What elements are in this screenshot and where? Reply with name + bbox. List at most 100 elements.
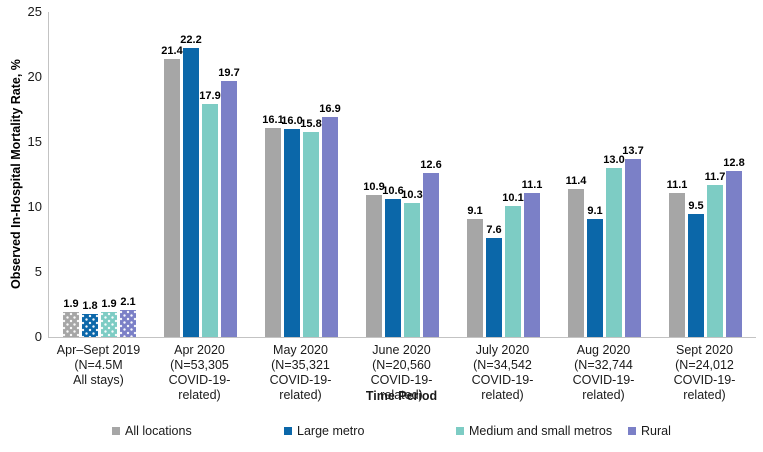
bar-wrap: 16.1 [262,12,284,337]
bar [688,213,704,337]
bar [221,80,237,337]
bar-value-label: 13.7 [622,144,644,157]
bar [120,309,136,337]
bar-value-label: 22.2 [180,34,202,47]
bar [284,129,300,337]
bar-value-label: 16.9 [319,103,341,116]
bar-group: 16.1 16.0 15.8 16.9 [251,12,352,337]
x-category-label: June 2020 (N=20,560 COVID-19-related) [370,343,433,402]
bar [524,192,540,337]
bar-wrap: 16.0 [281,12,303,337]
bar-wrap: 21.4 [161,12,183,337]
bar [366,195,382,337]
bar-value-label: 17.9 [199,90,221,103]
x-category-label: Apr–Sept 2019 (N=4.5M All stays) [56,343,141,387]
bar-wrap: 9.1 [467,12,483,337]
bar [322,117,338,337]
bar-value-label: 9.1 [467,204,483,217]
bar-wrap: 19.7 [218,12,240,337]
y-tick-label: 10 [27,199,42,214]
legend-item: All locations [112,424,284,438]
legend-swatch-icon [456,427,464,435]
bar-wrap: 10.9 [363,12,385,337]
x-category-label: July 2020 (N=34,542 COVID-19-related) [471,343,534,402]
legend-label: Medium and small metros [469,424,613,438]
y-tick-label: 20 [27,69,42,84]
bar [669,192,685,337]
legend-label: Rural [641,424,671,438]
y-tick-label: 0 [34,329,42,344]
bar [164,58,180,337]
bar [707,184,723,337]
bar-value-label: 10.3 [401,189,423,202]
bar-wrap: 1.9 [101,12,117,337]
x-category-label: May 2020 (N=35,321 COVID-19-related) [269,343,332,402]
bar-value-label: 10.9 [363,181,385,194]
bar-wrap: 22.2 [180,12,202,337]
bar-value-label: 1.9 [63,298,79,311]
bar-wrap: 10.3 [401,12,423,337]
bar-value-label: 16.1 [262,113,284,126]
bar [183,48,199,337]
bar-wrap: 9.5 [688,12,704,337]
x-axis-category-labels: Apr–Sept 2019 (N=4.5M All stays) Apr 2020 (N… [48,343,755,403]
bar [265,127,281,337]
bar-wrap: 15.8 [300,12,322,337]
bar-wrap: 10.6 [382,12,404,337]
bar-value-label: 11.7 [704,170,726,183]
bar-wrap: 11.1 [667,12,687,337]
bar-wrap: 17.9 [199,12,221,337]
bar-group: 1.9 1.8 1.9 2.1 [49,12,150,337]
x-category-label: Sept 2020 (N=24,012 COVID-19-related) [673,343,736,402]
bar-value-label: 21.4 [161,44,183,57]
legend-item: Large metro [284,424,456,438]
bar [568,188,584,337]
bar-wrap: 9.1 [587,12,603,337]
bar [82,313,98,337]
bar [467,218,483,337]
bar-group: 9.1 7.6 10.1 11.1 [453,12,554,337]
bar-wrap: 16.9 [319,12,341,337]
y-tick-label: 25 [27,4,42,19]
chart-legend: All locations Large metro Medium and small… [112,424,671,438]
y-tick-label: 15 [27,134,42,149]
bar-wrap: 7.6 [486,12,502,337]
bar-value-label: 10.6 [382,185,404,198]
bar [63,312,79,337]
bar [625,158,641,337]
bar-value-label: 1.8 [82,299,98,312]
plot-area: 1.9 1.8 1.9 2.1 21.4 22.2 17.9 19.7 16.1 16.0 15.8… [48,12,756,338]
bar-value-label: 10.1 [502,191,524,204]
bar-group: 11.1 9.5 11.7 12.8 [655,12,756,337]
bar-value-label: 19.7 [218,66,240,79]
bar-wrap: 12.8 [723,12,745,337]
bar-wrap: 11.4 [566,12,586,337]
legend-label: Large metro [297,424,365,438]
bar [202,104,218,337]
bar-group: 11.4 9.1 13.0 13.7 [554,12,655,337]
bar-value-label: 2.1 [120,295,136,308]
bar-group: 10.9 10.6 10.3 12.6 [352,12,453,337]
bar-value-label: 1.9 [101,298,117,311]
bar-wrap: 10.1 [502,12,524,337]
bar-group: 21.4 22.2 17.9 19.7 [150,12,251,337]
bar-value-label: 15.8 [300,117,322,130]
bar [303,131,319,337]
legend-label: All locations [125,424,192,438]
bar-value-label: 11.1 [521,178,543,191]
bar [423,173,439,337]
bar [505,205,521,337]
y-tick-label: 5 [34,264,42,279]
bar-value-label: 9.1 [587,204,603,217]
bar-value-label: 9.5 [688,199,704,212]
bar-wrap: 13.7 [622,12,644,337]
x-category-label: Aug 2020 (N=32,744 COVID-19-related) [572,343,635,402]
bar [587,218,603,337]
bar-wrap: 1.9 [63,12,79,337]
bar-value-label: 16.0 [281,115,303,127]
bar-wrap: 2.1 [120,12,136,337]
x-category-label: Apr 2020 (N=53,305 COVID-19-related) [168,343,231,402]
bar-value-label: 12.6 [420,159,442,172]
legend-item: Medium and small metros [456,424,628,438]
